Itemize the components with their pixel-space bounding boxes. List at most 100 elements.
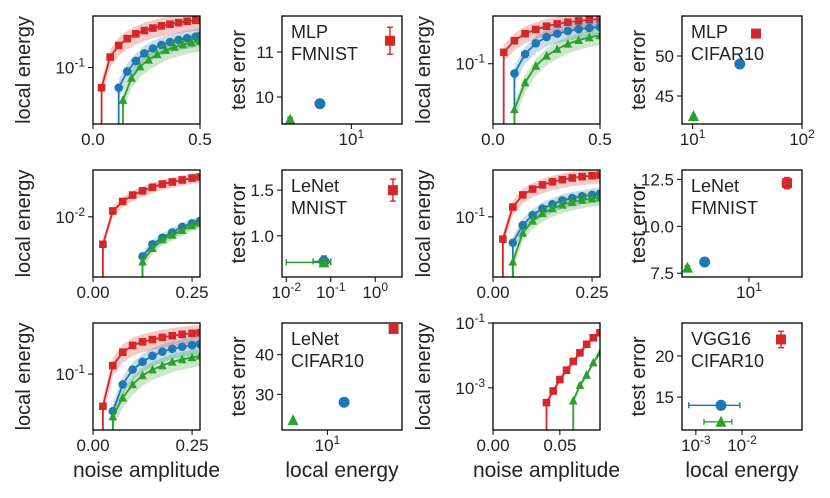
- x-tick-label: 101: [315, 433, 341, 455]
- data-point-blue: [140, 49, 149, 58]
- data-point-red: [562, 366, 571, 374]
- data-point-red: [585, 16, 594, 24]
- data-point-green: [118, 95, 128, 104]
- panel-11: 0.00 0.05 10-3 10-1 local energy noise amplit…: [413, 311, 620, 482]
- data-point-blue: [187, 340, 197, 350]
- data-point-blue: [165, 37, 175, 47]
- series-line-green: [511, 196, 600, 263]
- y-tick-label: 20: [655, 347, 674, 366]
- data-point-red: [564, 18, 572, 27]
- axes-frame: [281, 322, 403, 431]
- data-point-red: [166, 20, 174, 28]
- plot-area: [285, 178, 398, 268]
- x-tick-label: 0.25: [176, 436, 209, 455]
- y-tick-label: 1.5: [250, 181, 274, 200]
- data-point-red: [106, 53, 114, 61]
- data-point-green: [688, 110, 700, 121]
- data-point-red: [132, 30, 140, 38]
- data-point-blue: [520, 49, 530, 59]
- data-point-red: [157, 22, 166, 30]
- data-point-red: [751, 28, 762, 39]
- plot-area: [688, 330, 786, 427]
- data-point-red: [99, 240, 107, 249]
- y-tick-label: 10-2: [55, 205, 85, 227]
- data-point-red: [128, 191, 137, 199]
- panel-5: 0.00 0.25 10-2 local energy: [13, 169, 209, 302]
- data-point-blue: [158, 347, 167, 356]
- data-point-green: [520, 77, 530, 87]
- data-point-green: [552, 44, 562, 53]
- data-point-red: [542, 22, 551, 31]
- data-point-red: [109, 361, 117, 370]
- data-point-red: [578, 172, 586, 181]
- y-tick-label: 45: [655, 87, 674, 106]
- data-point-blue: [182, 33, 192, 43]
- data-point-green: [148, 364, 157, 374]
- x-tick-label: 10-3: [681, 433, 711, 455]
- data-point-red: [556, 375, 564, 384]
- y-tick-label: 10-1: [455, 205, 485, 227]
- data-point-blue: [595, 22, 600, 32]
- data-point-blue: [174, 35, 183, 45]
- data-point-red: [109, 207, 117, 215]
- data-point-green: [595, 192, 600, 202]
- data-point-red: [576, 349, 584, 357]
- data-point-red: [158, 333, 167, 342]
- data-point-green: [161, 45, 171, 54]
- data-point-red: [574, 17, 583, 25]
- y-tick-label: 50: [655, 47, 674, 66]
- axes-frame: [681, 169, 803, 278]
- data-point-red: [114, 41, 123, 50]
- data-point-green: [531, 61, 541, 70]
- data-point-red: [138, 187, 147, 195]
- panel-title-line: LeNet: [291, 329, 339, 349]
- y-tick-label: 11: [256, 43, 274, 62]
- data-point-blue: [734, 58, 746, 70]
- data-point-red: [521, 29, 529, 38]
- data-point-red: [782, 178, 793, 189]
- axes-frame: [492, 322, 601, 431]
- data-point-red: [596, 16, 600, 23]
- data-point-green: [144, 54, 153, 64]
- y-tick-label: 10-3: [455, 376, 485, 398]
- series-line-red: [503, 18, 600, 53]
- x-axis-label: local energy: [285, 459, 399, 482]
- data-point-red: [548, 178, 557, 186]
- x-tick-label: 0.00: [476, 283, 509, 302]
- data-point-green: [510, 104, 519, 114]
- y-tick-label: 10: [255, 88, 274, 107]
- data-point-green: [187, 220, 197, 230]
- axes-frame: [492, 15, 601, 125]
- panel-title-line: FMNIST: [291, 44, 358, 64]
- data-point-green: [577, 195, 587, 204]
- data-point-green: [108, 411, 118, 421]
- data-point-green: [682, 261, 693, 273]
- data-point-green: [118, 392, 128, 402]
- series-line-blue: [512, 192, 600, 244]
- data-point-blue: [177, 342, 187, 352]
- data-point-red: [388, 323, 399, 334]
- x-axis-label: local energy: [685, 459, 799, 482]
- y-axis-label: test error: [628, 183, 650, 263]
- x-tick-label: 0.00: [76, 436, 109, 455]
- y-tick-label: 10-1: [455, 52, 485, 74]
- plot-area: [682, 176, 793, 273]
- data-point-green: [558, 199, 567, 209]
- data-point-red: [569, 357, 578, 366]
- data-point-blue: [138, 357, 147, 367]
- data-point-green: [518, 228, 528, 237]
- data-point-red: [582, 340, 591, 349]
- y-axis-label: test error: [628, 30, 650, 110]
- data-point-red: [140, 26, 149, 35]
- data-point-red: [188, 329, 196, 338]
- data-point-blue: [114, 83, 123, 93]
- data-point-blue: [195, 339, 200, 349]
- x-tick-label: 102: [789, 127, 815, 149]
- data-point-red: [118, 348, 127, 357]
- data-point-blue: [531, 39, 541, 48]
- y-axis-label: local energy: [13, 323, 35, 431]
- data-point-green: [127, 73, 136, 82]
- series-line-green: [122, 40, 200, 101]
